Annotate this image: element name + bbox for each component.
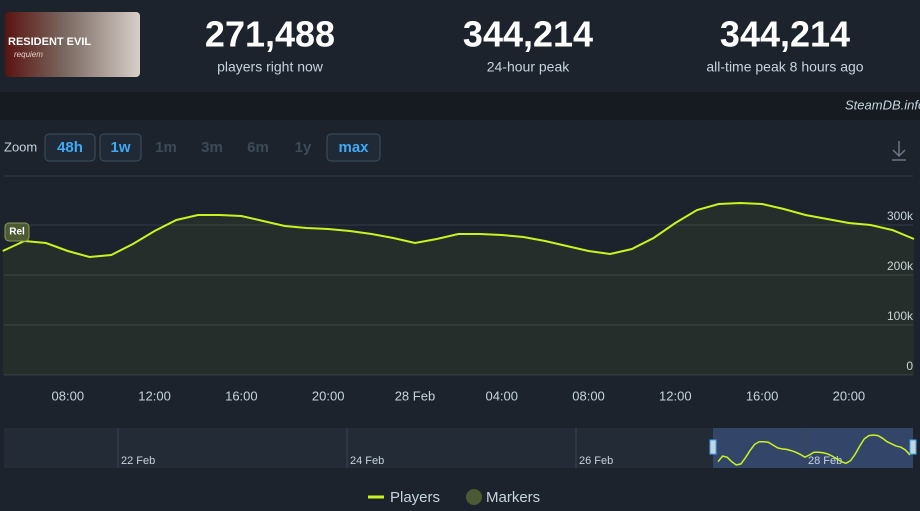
x-tick-label: 16:00 [746,388,779,403]
legend-label[interactable]: Markers [486,489,540,506]
line [2,201,915,259]
x-tick-label: 12:00 [138,388,171,403]
area [2,203,914,375]
header-bg [0,0,920,92]
navigator-selection[interactable] [713,428,913,468]
y-tick-label: 200k [887,259,914,273]
y-tick-label: 0 [906,359,913,373]
zoom-button[interactable] [326,133,381,162]
game-image [5,12,140,77]
stat-value: 344,214 [463,14,593,55]
zoom-label: Zoom [4,139,37,154]
stat-label: players right now [217,59,324,75]
zoom-button[interactable] [99,133,142,162]
zoom-option[interactable]: 3m [201,139,223,156]
marker-label: Rel [9,227,25,238]
navigator-handle[interactable] [909,439,917,455]
zoom-option[interactable]: 1y [295,139,312,156]
navigator-label: 22 Feb [121,455,155,467]
y-tick-label: 100k [887,309,914,323]
legend-marker [466,489,482,505]
navigator-handle[interactable] [709,439,717,455]
navigator-line [717,434,911,466]
zoom-button[interactable] [44,133,96,162]
x-tick-label: 12:00 [659,388,692,403]
navigator-label: 26 Feb [579,455,613,467]
x-tick-label: 04:00 [485,388,518,403]
stat-value: 271,488 [205,14,335,55]
zoom-option[interactable]: 48h [57,139,83,156]
x-tick-label: 16:00 [225,388,258,403]
x-tick-label: 08:00 [572,388,605,403]
zoom-option[interactable]: 1w [110,139,130,156]
stat-label: all-time peak 8 hours ago [706,59,863,75]
marker [4,222,30,242]
x-tick-label: 28 Feb [395,388,435,403]
zoom-option[interactable]: 6m [247,139,269,156]
stat-label: 24-hour peak [487,59,571,75]
download-icon[interactable] [892,141,906,161]
x-tick-label: 20:00 [312,388,345,403]
navigator-label: 28 Feb [808,455,842,467]
y-tick-label: 300k [887,209,914,223]
stat-value: 344,214 [720,14,850,55]
image-subtitle: requiem [14,50,43,59]
legend-label[interactable]: Players [390,489,440,506]
navigator-label: 24 Feb [350,455,384,467]
image-title: RESIDENT EVIL [8,36,91,48]
x-tick-label: 08:00 [52,388,85,403]
zoom-option[interactable]: 1m [155,139,177,156]
source: SteamDB.info [845,97,920,112]
source-bar [0,92,920,120]
x-tick-label: 20:00 [833,388,866,403]
zoom-option[interactable]: max [338,139,369,156]
